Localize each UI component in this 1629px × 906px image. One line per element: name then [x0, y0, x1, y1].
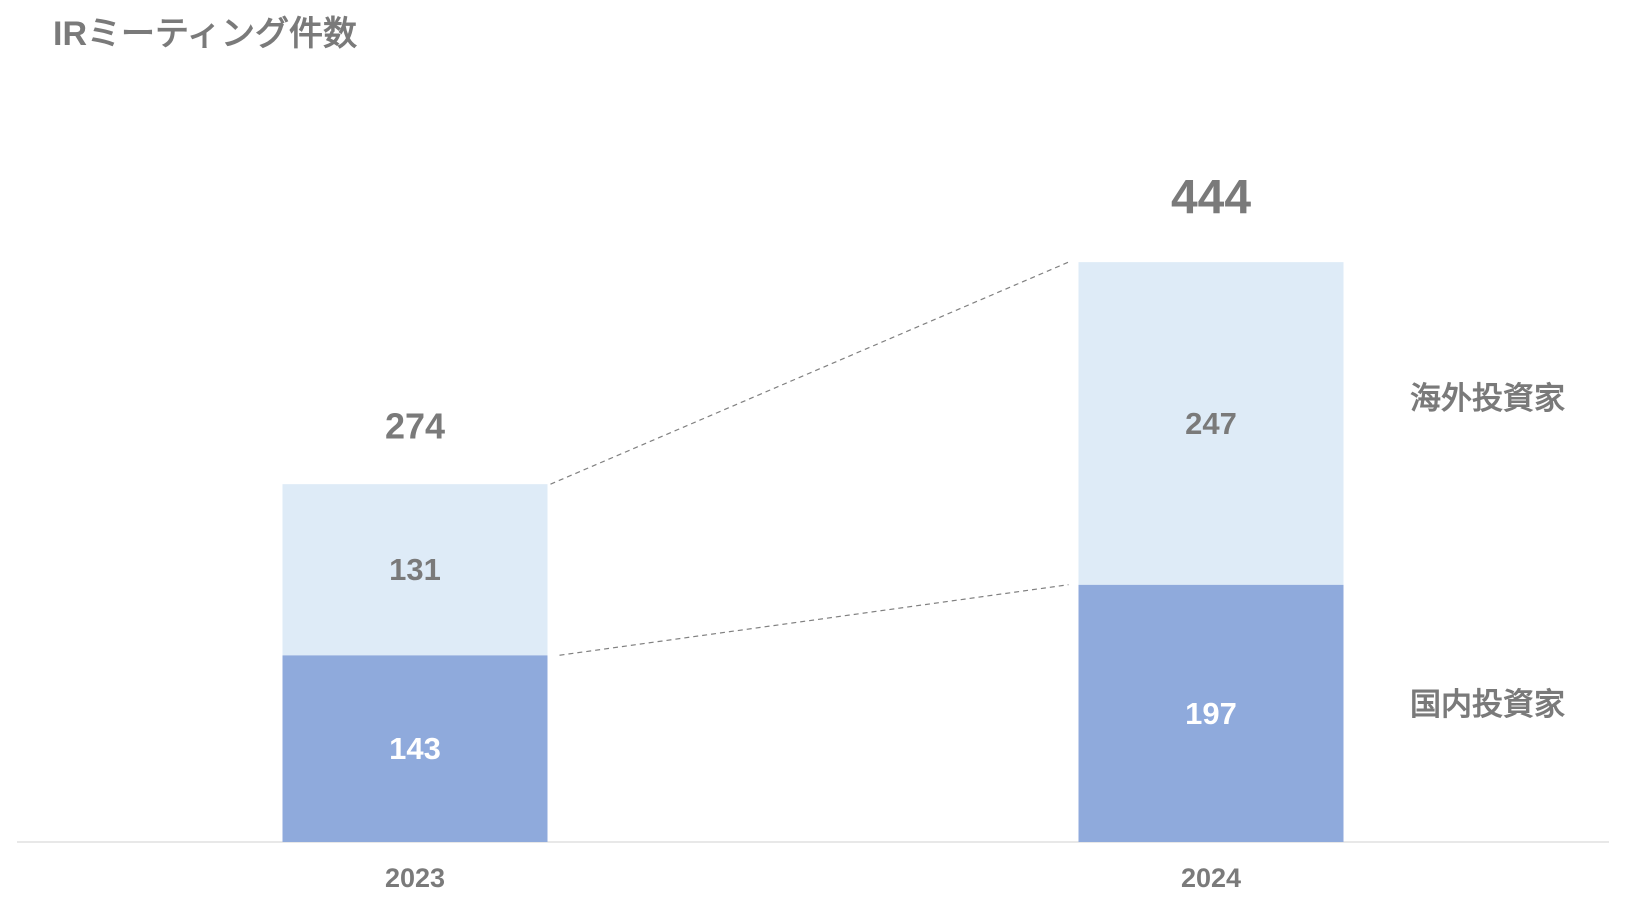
bar-segment-2024-lower	[1078, 584, 1344, 842]
bar-segment-2023-lower	[282, 655, 548, 842]
bar-segment-2024-upper	[1078, 262, 1344, 585]
data-label-2023-upper: 131	[389, 552, 441, 587]
total-label-2023: 274	[385, 406, 445, 447]
legend-label-domestic: 国内投資家	[1410, 687, 1565, 722]
data-label-2024-lower: 197	[1185, 696, 1237, 731]
x-tick-label-2023: 2023	[385, 863, 445, 893]
bar-segment-2023-upper	[282, 484, 548, 656]
data-label-2023-lower: 143	[389, 731, 441, 766]
x-tick-label-2024: 2024	[1181, 863, 1241, 893]
chart-title: IRミーティング件数	[53, 15, 357, 53]
connector-line-segment-boundary	[559, 584, 1069, 656]
total-label-2024: 444	[1171, 172, 1251, 225]
connector-line-total	[550, 261, 1069, 485]
legend-label-overseas: 海外投資家	[1410, 381, 1565, 416]
data-label-2024-upper: 247	[1185, 406, 1237, 441]
